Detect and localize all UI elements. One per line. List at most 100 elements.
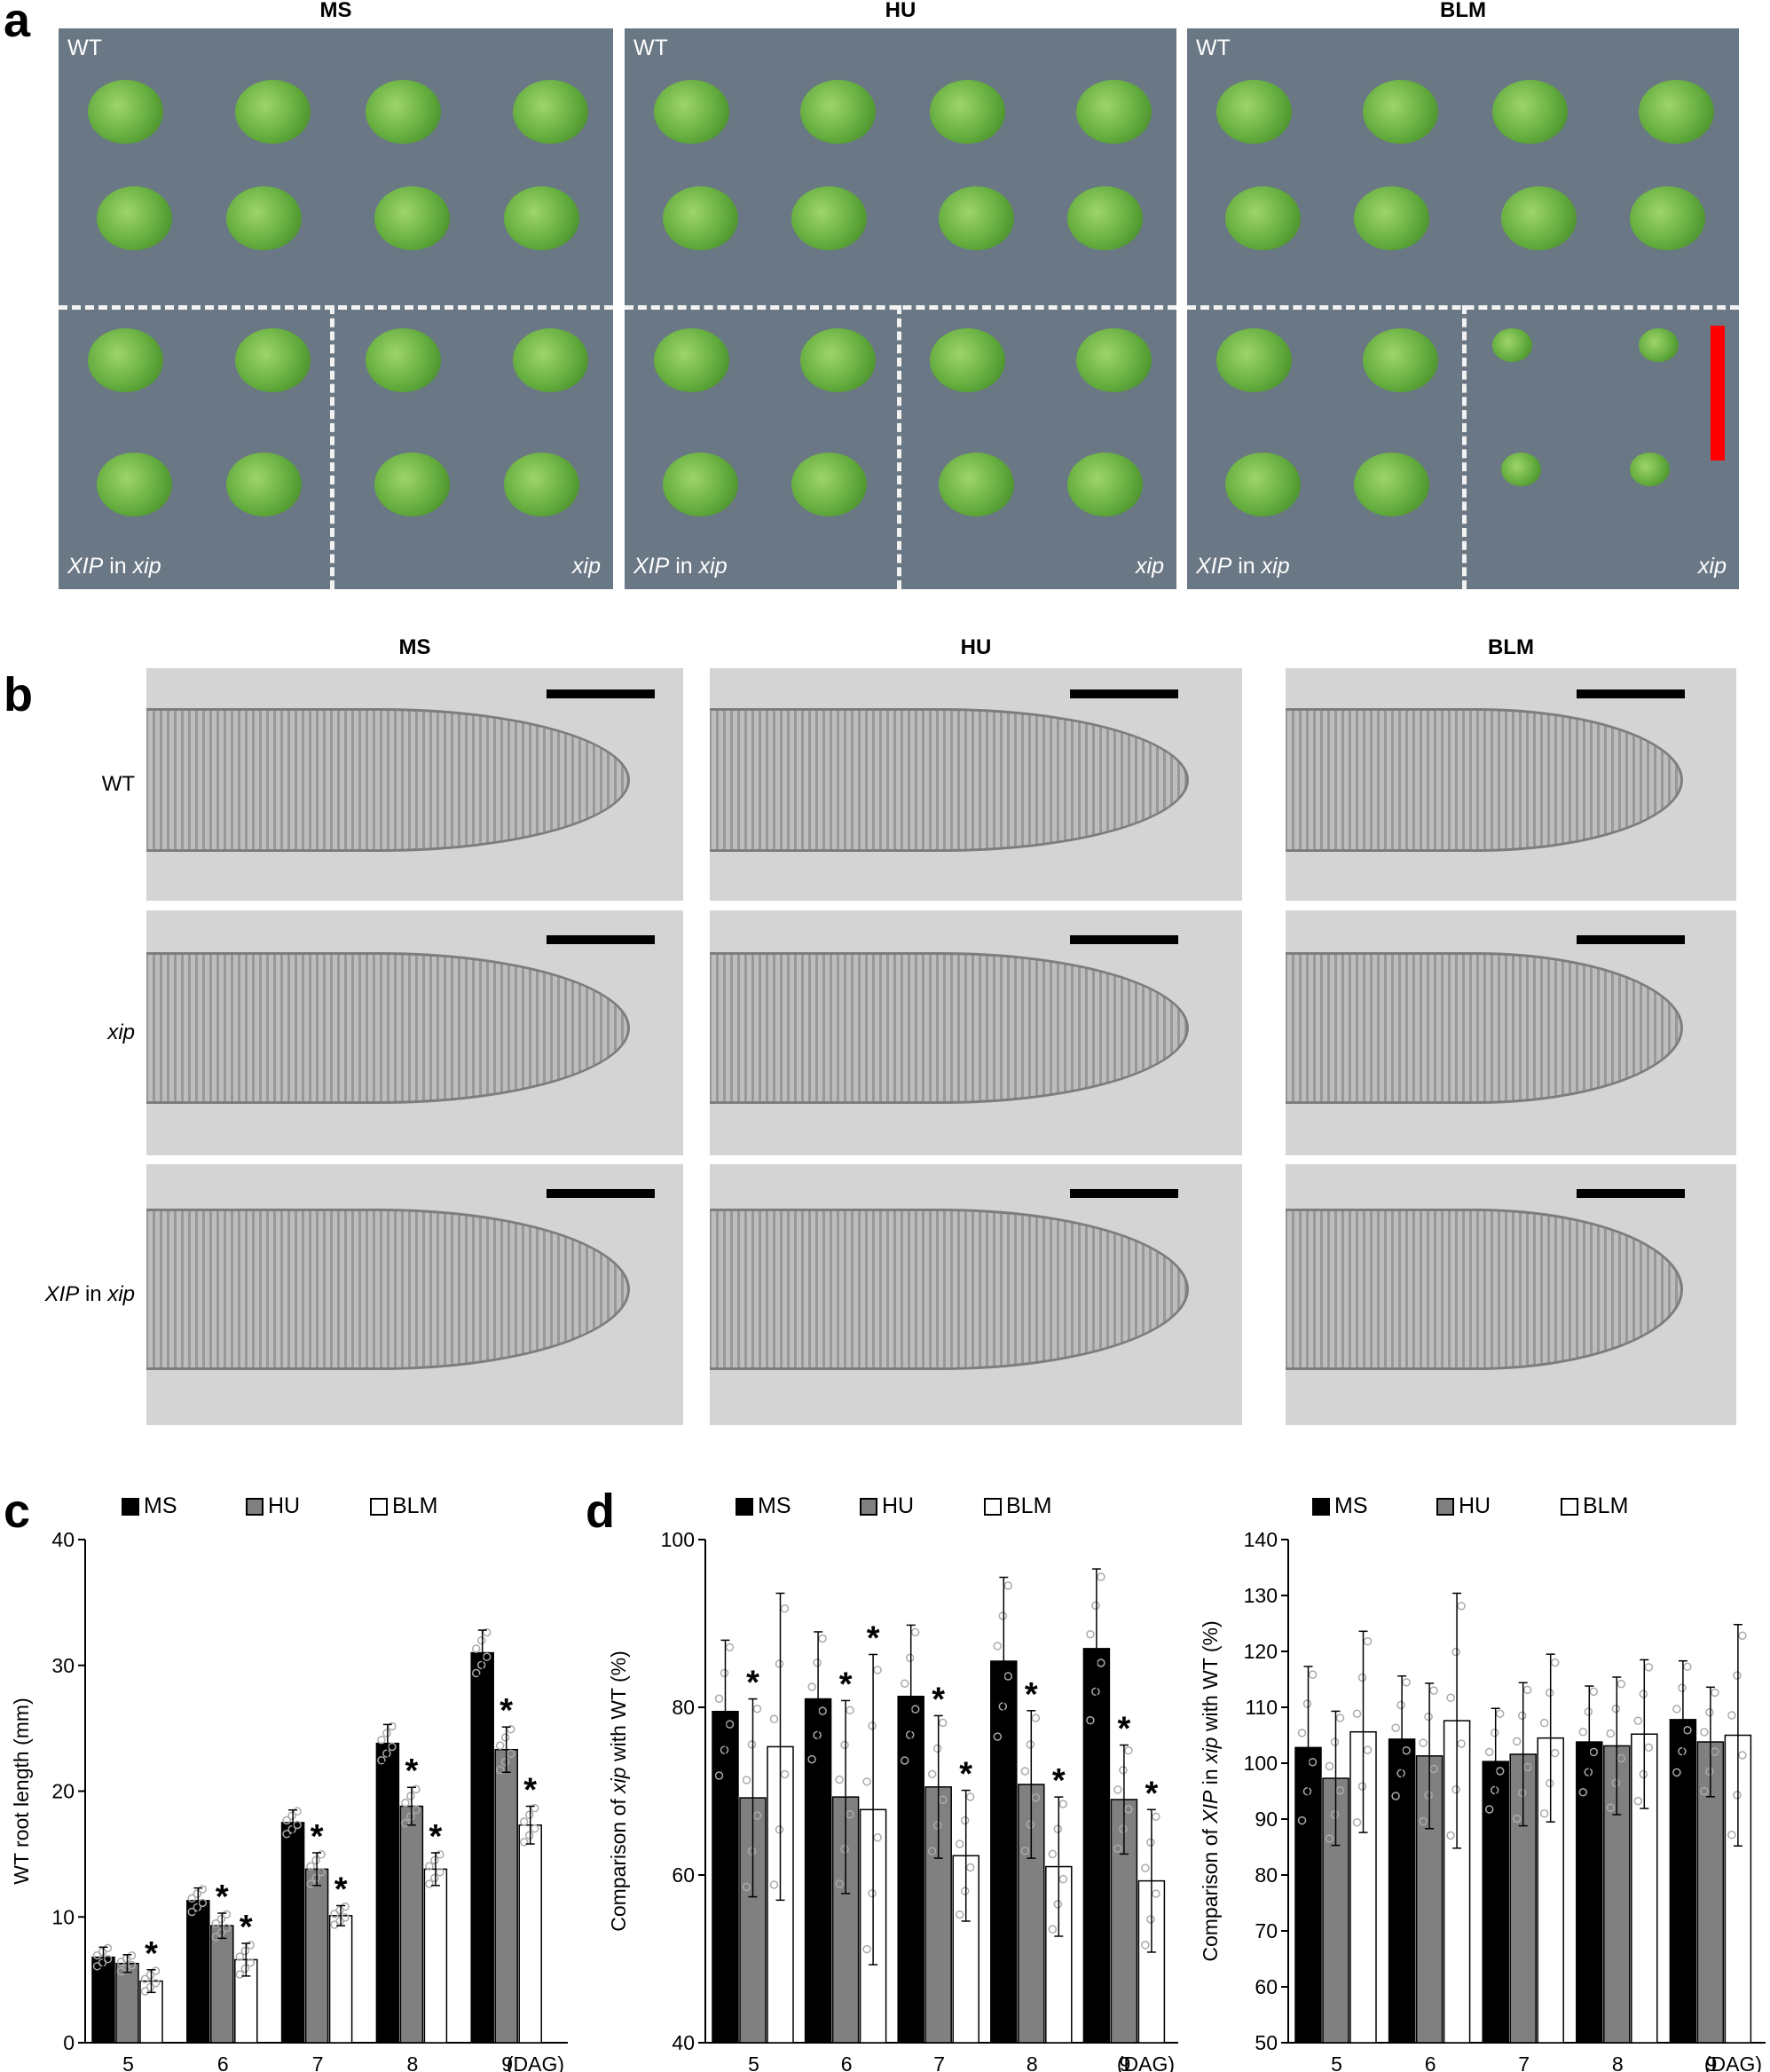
data-point: [388, 1721, 397, 1731]
data-point: [1308, 1670, 1318, 1679]
data-point: [1330, 1810, 1340, 1819]
y-tick-label: 80: [1255, 1863, 1278, 1887]
data-point: [960, 1816, 970, 1825]
y-axis-label-part: with WT (%): [607, 1651, 630, 1767]
data-point: [1146, 1915, 1155, 1924]
data-point: [742, 1776, 751, 1784]
bar-blm: [423, 1868, 448, 2044]
data-point: [846, 1809, 854, 1819]
y-tick-label: 120: [1244, 1640, 1278, 1663]
plate-label-xip-in-xip: XIP in xip: [633, 554, 728, 579]
root-tip-micrograph: [1286, 910, 1736, 1155]
y-axis-label-part: xip: [607, 1767, 630, 1794]
data-point: [1302, 1786, 1312, 1796]
data-point: [1419, 1738, 1428, 1747]
seedling: [1076, 328, 1152, 393]
y-tick-label: 10: [51, 1905, 75, 1928]
seedling: [1363, 328, 1439, 393]
data-point: [1733, 1791, 1742, 1800]
data-point: [1058, 1800, 1068, 1808]
data-point: [1705, 1767, 1714, 1777]
data-point: [235, 1970, 245, 1979]
data-point: [1141, 1863, 1150, 1872]
data-point: [818, 1634, 827, 1643]
data-point: [932, 1744, 942, 1753]
seedling: [374, 453, 450, 517]
data-point: [282, 1816, 291, 1825]
data-point: [1606, 1729, 1616, 1738]
data-point: [725, 1643, 735, 1652]
data-point: [780, 1769, 790, 1779]
micrograph-row-label: xip: [0, 1020, 135, 1045]
legend-label-blm: BLM: [392, 1493, 437, 1518]
micrograph-row-label: XIP in xip: [0, 1282, 135, 1307]
data-point: [127, 1951, 137, 1960]
data-point: [1402, 1678, 1411, 1687]
data-point: [436, 1850, 444, 1859]
seedling: [1630, 186, 1706, 251]
legend-label-ms: MS: [758, 1493, 791, 1518]
data-point: [246, 1958, 256, 1967]
data-point: [471, 1668, 481, 1678]
data-point: [1644, 1663, 1654, 1672]
seedling-plate: WT XIP in xip xip: [625, 28, 1176, 589]
data-point: [1124, 1745, 1133, 1755]
data-point: [382, 1749, 391, 1758]
seedling: [97, 186, 173, 251]
root-tip-shape: [1286, 951, 1683, 1105]
data-point: [388, 1742, 397, 1752]
data-point: [1048, 1925, 1058, 1934]
bar-ms: [1082, 1648, 1111, 2044]
data-point: [1457, 1739, 1466, 1748]
data-point: [151, 1979, 161, 1988]
data-point: [873, 1833, 882, 1842]
data-point: [430, 1855, 439, 1865]
x-tick-label: 8: [1612, 2052, 1624, 2072]
significance-asterisk: *: [839, 1666, 853, 1703]
data-point: [905, 1653, 915, 1663]
significance-asterisk: *: [1118, 1711, 1131, 1748]
data-point: [1683, 1662, 1692, 1672]
x-tick-label: 8: [407, 2052, 419, 2072]
seedling: [1639, 80, 1715, 145]
label-italic: XIP: [633, 554, 670, 579]
root-tip-micrograph: [1286, 668, 1736, 901]
panel-b-title-blm: BLM: [1488, 635, 1534, 659]
x-tick-label: 9: [501, 2052, 513, 2072]
bar-ms: [1482, 1761, 1509, 2044]
data-point: [401, 1798, 410, 1808]
data-point: [1396, 1700, 1405, 1710]
seedling: [1215, 328, 1292, 393]
x-tick-label: 6: [841, 2052, 853, 2072]
data-point: [1495, 1767, 1505, 1776]
data-point: [406, 1812, 415, 1821]
data-point: [1357, 1782, 1367, 1791]
label-italic: xip: [107, 1282, 135, 1306]
y-tick-label: 90: [1255, 1808, 1278, 1831]
significance-asterisk: *: [1052, 1762, 1066, 1800]
y-axis-label-part: Comparison of: [1199, 1824, 1222, 1962]
data-point: [720, 1745, 729, 1754]
root-tip-shape: [146, 707, 630, 852]
x-tick-label: 7: [312, 2052, 324, 2072]
data-point: [430, 1873, 439, 1883]
chart-d-right: 50 60 70 80 90 100 110 120 130 140 Comparison of X…: [1199, 1493, 1766, 2072]
data-point: [317, 1850, 326, 1859]
legend-swatch-blm: [1561, 1498, 1578, 1516]
data-point: [471, 1644, 481, 1653]
significance-asterisk: *: [1025, 1676, 1038, 1714]
seedling: [1500, 453, 1541, 487]
data-point: [1031, 1793, 1041, 1802]
seedling: [226, 453, 303, 517]
data-point: [1446, 1693, 1455, 1703]
data-point: [1335, 1785, 1345, 1795]
data-point: [1545, 1688, 1554, 1698]
data-point: [1058, 1874, 1068, 1884]
root-tip-micrograph: [146, 668, 683, 901]
data-point: [752, 1704, 762, 1714]
data-point: [1451, 1784, 1460, 1794]
data-point: [216, 1914, 226, 1924]
x-tick-label: 9: [1706, 2052, 1718, 2072]
root-tip-micrograph: [146, 910, 683, 1155]
seedling: [1491, 328, 1532, 363]
